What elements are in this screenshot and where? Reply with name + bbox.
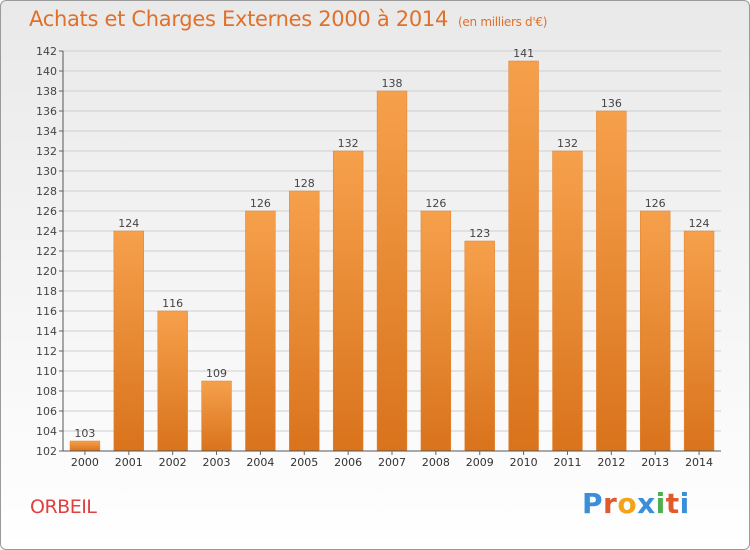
bar-2002 — [157, 310, 188, 452]
y-tick-label: 114 — [36, 325, 57, 338]
y-tick-label: 128 — [36, 185, 57, 198]
y-tick-label: 116 — [36, 305, 57, 318]
data-label-2009: 123 — [469, 227, 490, 240]
bars — [69, 60, 715, 452]
y-tick-label: 130 — [36, 165, 57, 178]
data-label-2011: 132 — [557, 137, 578, 150]
y-tick-label: 132 — [36, 145, 57, 158]
brand-letter: o — [617, 487, 638, 520]
y-tick-label: 102 — [36, 445, 57, 458]
bar-2004 — [245, 210, 276, 452]
data-label-2001: 124 — [118, 217, 139, 230]
x-tick-label: 2006 — [334, 456, 362, 469]
bar-2014 — [683, 230, 715, 452]
y-tick-label: 136 — [36, 105, 57, 118]
data-label-2010: 141 — [513, 47, 534, 60]
y-tick-label: 120 — [36, 265, 57, 278]
data-label-2012: 136 — [601, 97, 622, 110]
x-tick-label: 2011 — [553, 456, 581, 469]
bar-2007 — [376, 90, 408, 452]
x-tick-label: 2010 — [510, 456, 538, 469]
commune-name: ORBEIL — [30, 496, 97, 518]
bar-2010 — [508, 60, 539, 452]
bar-2011 — [552, 150, 583, 452]
bar-2009 — [464, 240, 495, 452]
y-tick-label: 126 — [36, 205, 57, 218]
labels: 2000 103 2001 124 2002 116 2003 109 2004 126 2005 1… — [71, 47, 713, 469]
bar-2003 — [201, 380, 232, 452]
y-tick-label: 108 — [36, 385, 57, 398]
data-label-2006: 132 — [338, 137, 359, 150]
bar-2006 — [332, 150, 364, 452]
brand-letter: r — [603, 487, 618, 520]
brand-letter: P — [582, 487, 604, 520]
bar-2001 — [113, 230, 144, 452]
y-tick-label: 104 — [36, 425, 57, 438]
x-tick-label: 2007 — [378, 456, 406, 469]
data-label-2002: 116 — [162, 297, 183, 310]
x-tick-label: 2002 — [159, 456, 187, 469]
data-label-2004: 126 — [250, 197, 271, 210]
brand-letter: t — [665, 487, 680, 520]
x-tick-label: 2001 — [115, 456, 143, 469]
brand-letter: i — [679, 487, 690, 520]
x-tick-label: 2000 — [71, 456, 99, 469]
y-tick-label: 140 — [36, 65, 57, 78]
bar-2013 — [640, 210, 671, 452]
x-tick-label: 2013 — [641, 456, 669, 469]
data-label-2007: 138 — [382, 77, 403, 90]
chart-title-text: Achats et Charges Externes 2000 à 2014 — [29, 7, 449, 31]
data-label-2000: 103 — [74, 427, 95, 440]
data-label-2013: 126 — [645, 197, 666, 210]
bar-2008 — [420, 210, 452, 452]
y-tick-label: 118 — [36, 285, 57, 298]
data-label-2014: 124 — [689, 217, 710, 230]
chart-title: Achats et Charges Externes 2000 à 2014 (e… — [29, 7, 547, 31]
x-tick-label: 2008 — [422, 456, 450, 469]
y-tick-label: 122 — [36, 245, 57, 258]
brand-letter: x — [637, 487, 656, 520]
x-tick-label: 2004 — [246, 456, 274, 469]
y-tick-label: 106 — [36, 405, 57, 418]
brand-logo: Proxiti — [582, 487, 690, 520]
bar-2000 — [69, 440, 101, 452]
x-tick-label: 2014 — [685, 456, 713, 469]
y-tick-label: 138 — [36, 85, 57, 98]
y-tick-label: 112 — [36, 345, 57, 358]
brand-letter: i — [655, 487, 666, 520]
bar-2005 — [289, 190, 320, 452]
y-tick-label: 124 — [36, 225, 57, 238]
y-tick-label: 134 — [36, 125, 57, 138]
chart-unit: (en milliers d'€) — [458, 15, 548, 29]
x-tick-label: 2005 — [290, 456, 318, 469]
x-tick-label: 2009 — [466, 456, 494, 469]
data-label-2005: 128 — [294, 177, 315, 190]
data-label-2003: 109 — [206, 367, 227, 380]
x-tick-label: 2003 — [203, 456, 231, 469]
x-tick-label: 2012 — [597, 456, 625, 469]
bar-2012 — [596, 110, 627, 452]
y-tick-label: 110 — [36, 365, 57, 378]
data-label-2008: 126 — [425, 197, 446, 210]
axes: 102 104 106 108 110 112 114 116 118 120 122 124 126 1… — [36, 45, 721, 458]
y-tick-label: 142 — [36, 45, 57, 58]
